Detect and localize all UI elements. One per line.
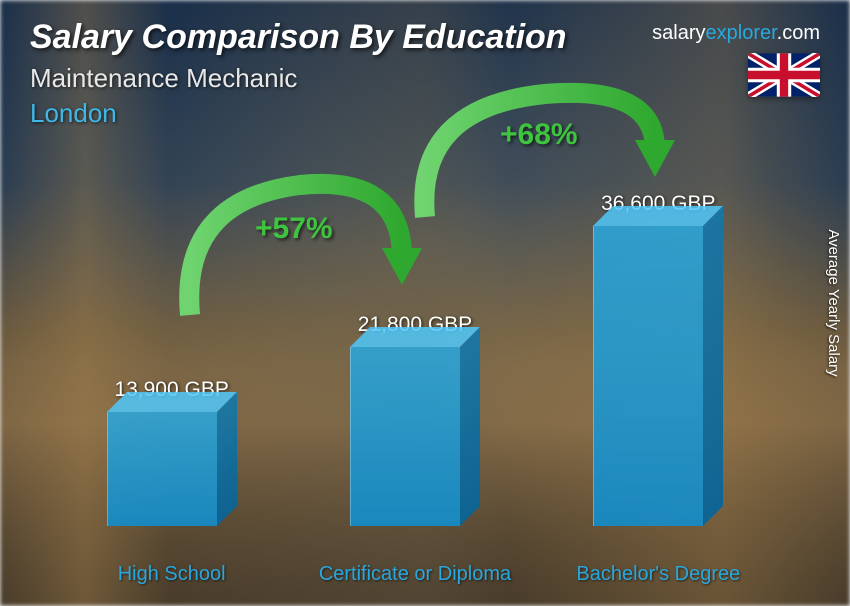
bar-2	[593, 226, 723, 526]
increase-pct-1: +57%	[255, 212, 333, 246]
brand-text: salaryexplorer.com	[652, 22, 820, 45]
brand-part-a: salary	[652, 22, 705, 44]
bar-group-1: 21,800 GBP	[315, 313, 515, 526]
bar-1	[350, 347, 480, 526]
bar-label-2: Bachelor's Degree	[558, 562, 758, 586]
brand-part-b: explorer	[706, 22, 777, 44]
location: London	[30, 98, 820, 129]
labels-row: High School Certificate or Diploma Bache…	[50, 562, 780, 586]
bar-label-0: High School	[72, 562, 272, 586]
chart-area: +57% +68% 13,900 GBP 21,800 GBP	[50, 150, 780, 586]
y-axis-label: Average Yearly Salary	[825, 229, 842, 376]
increase-arrow-1: +57%	[170, 170, 430, 330]
bar-label-1: Certificate or Diploma	[315, 562, 515, 586]
brand-part-c: .com	[777, 22, 820, 44]
brand-block: salaryexplorer.com	[652, 22, 820, 97]
bar-group-0: 13,900 GBP	[72, 378, 272, 526]
bar-group-2: 36,600 GBP	[558, 192, 758, 526]
flag-icon	[748, 53, 820, 97]
bar-0	[107, 412, 237, 526]
